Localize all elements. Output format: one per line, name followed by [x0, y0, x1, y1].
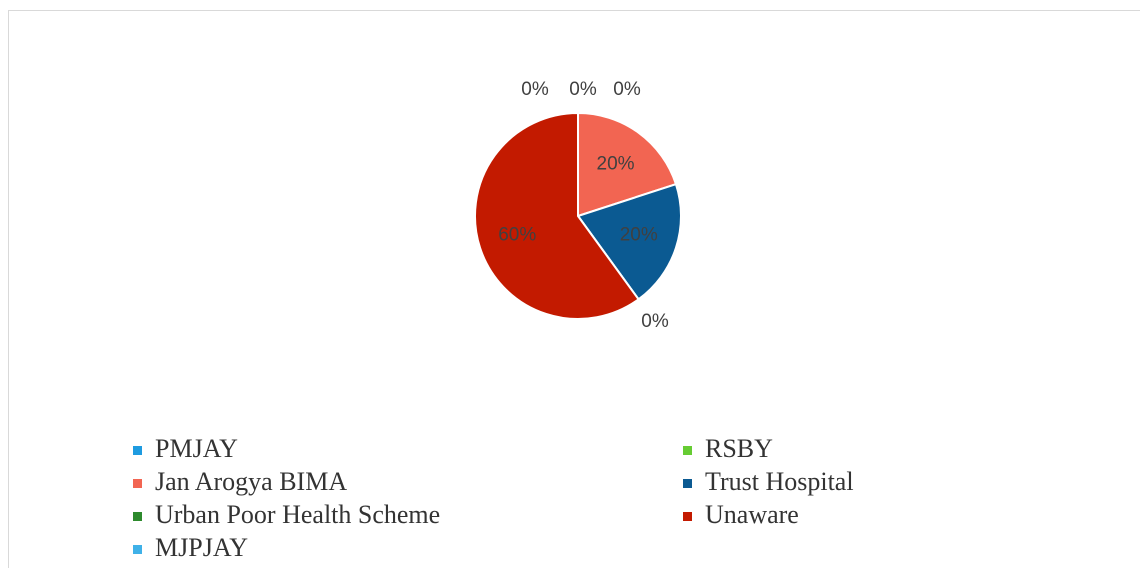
data-label: 0%	[641, 311, 669, 332]
data-label: 20%	[597, 153, 635, 174]
legend-label: Urban Poor Health Scheme	[155, 500, 440, 529]
data-label: 60%	[498, 225, 536, 246]
legend-swatch	[683, 512, 692, 521]
pie-slice	[577, 111, 678, 218]
pie-slice	[474, 111, 640, 320]
legend-swatch	[133, 545, 142, 554]
legend-swatch	[683, 479, 692, 488]
legend-swatch	[133, 446, 142, 455]
legend-label: Unaware	[705, 500, 799, 529]
legend-swatch	[133, 479, 142, 488]
legend-label: Jan Arogya BIMA	[155, 467, 347, 496]
legend-swatch	[133, 512, 142, 521]
legend-swatch	[683, 446, 692, 455]
legend-label: Trust Hospital	[705, 467, 854, 496]
legend-label: PMJAY	[155, 434, 238, 463]
data-label: 0%	[521, 79, 549, 100]
data-label: 0%	[569, 79, 597, 100]
pie-slice	[576, 182, 682, 301]
data-label: 20%	[620, 225, 658, 246]
legend-label: RSBY	[705, 434, 773, 463]
legend-label: MJPJAY	[155, 533, 248, 562]
data-label: 0%	[613, 79, 641, 100]
